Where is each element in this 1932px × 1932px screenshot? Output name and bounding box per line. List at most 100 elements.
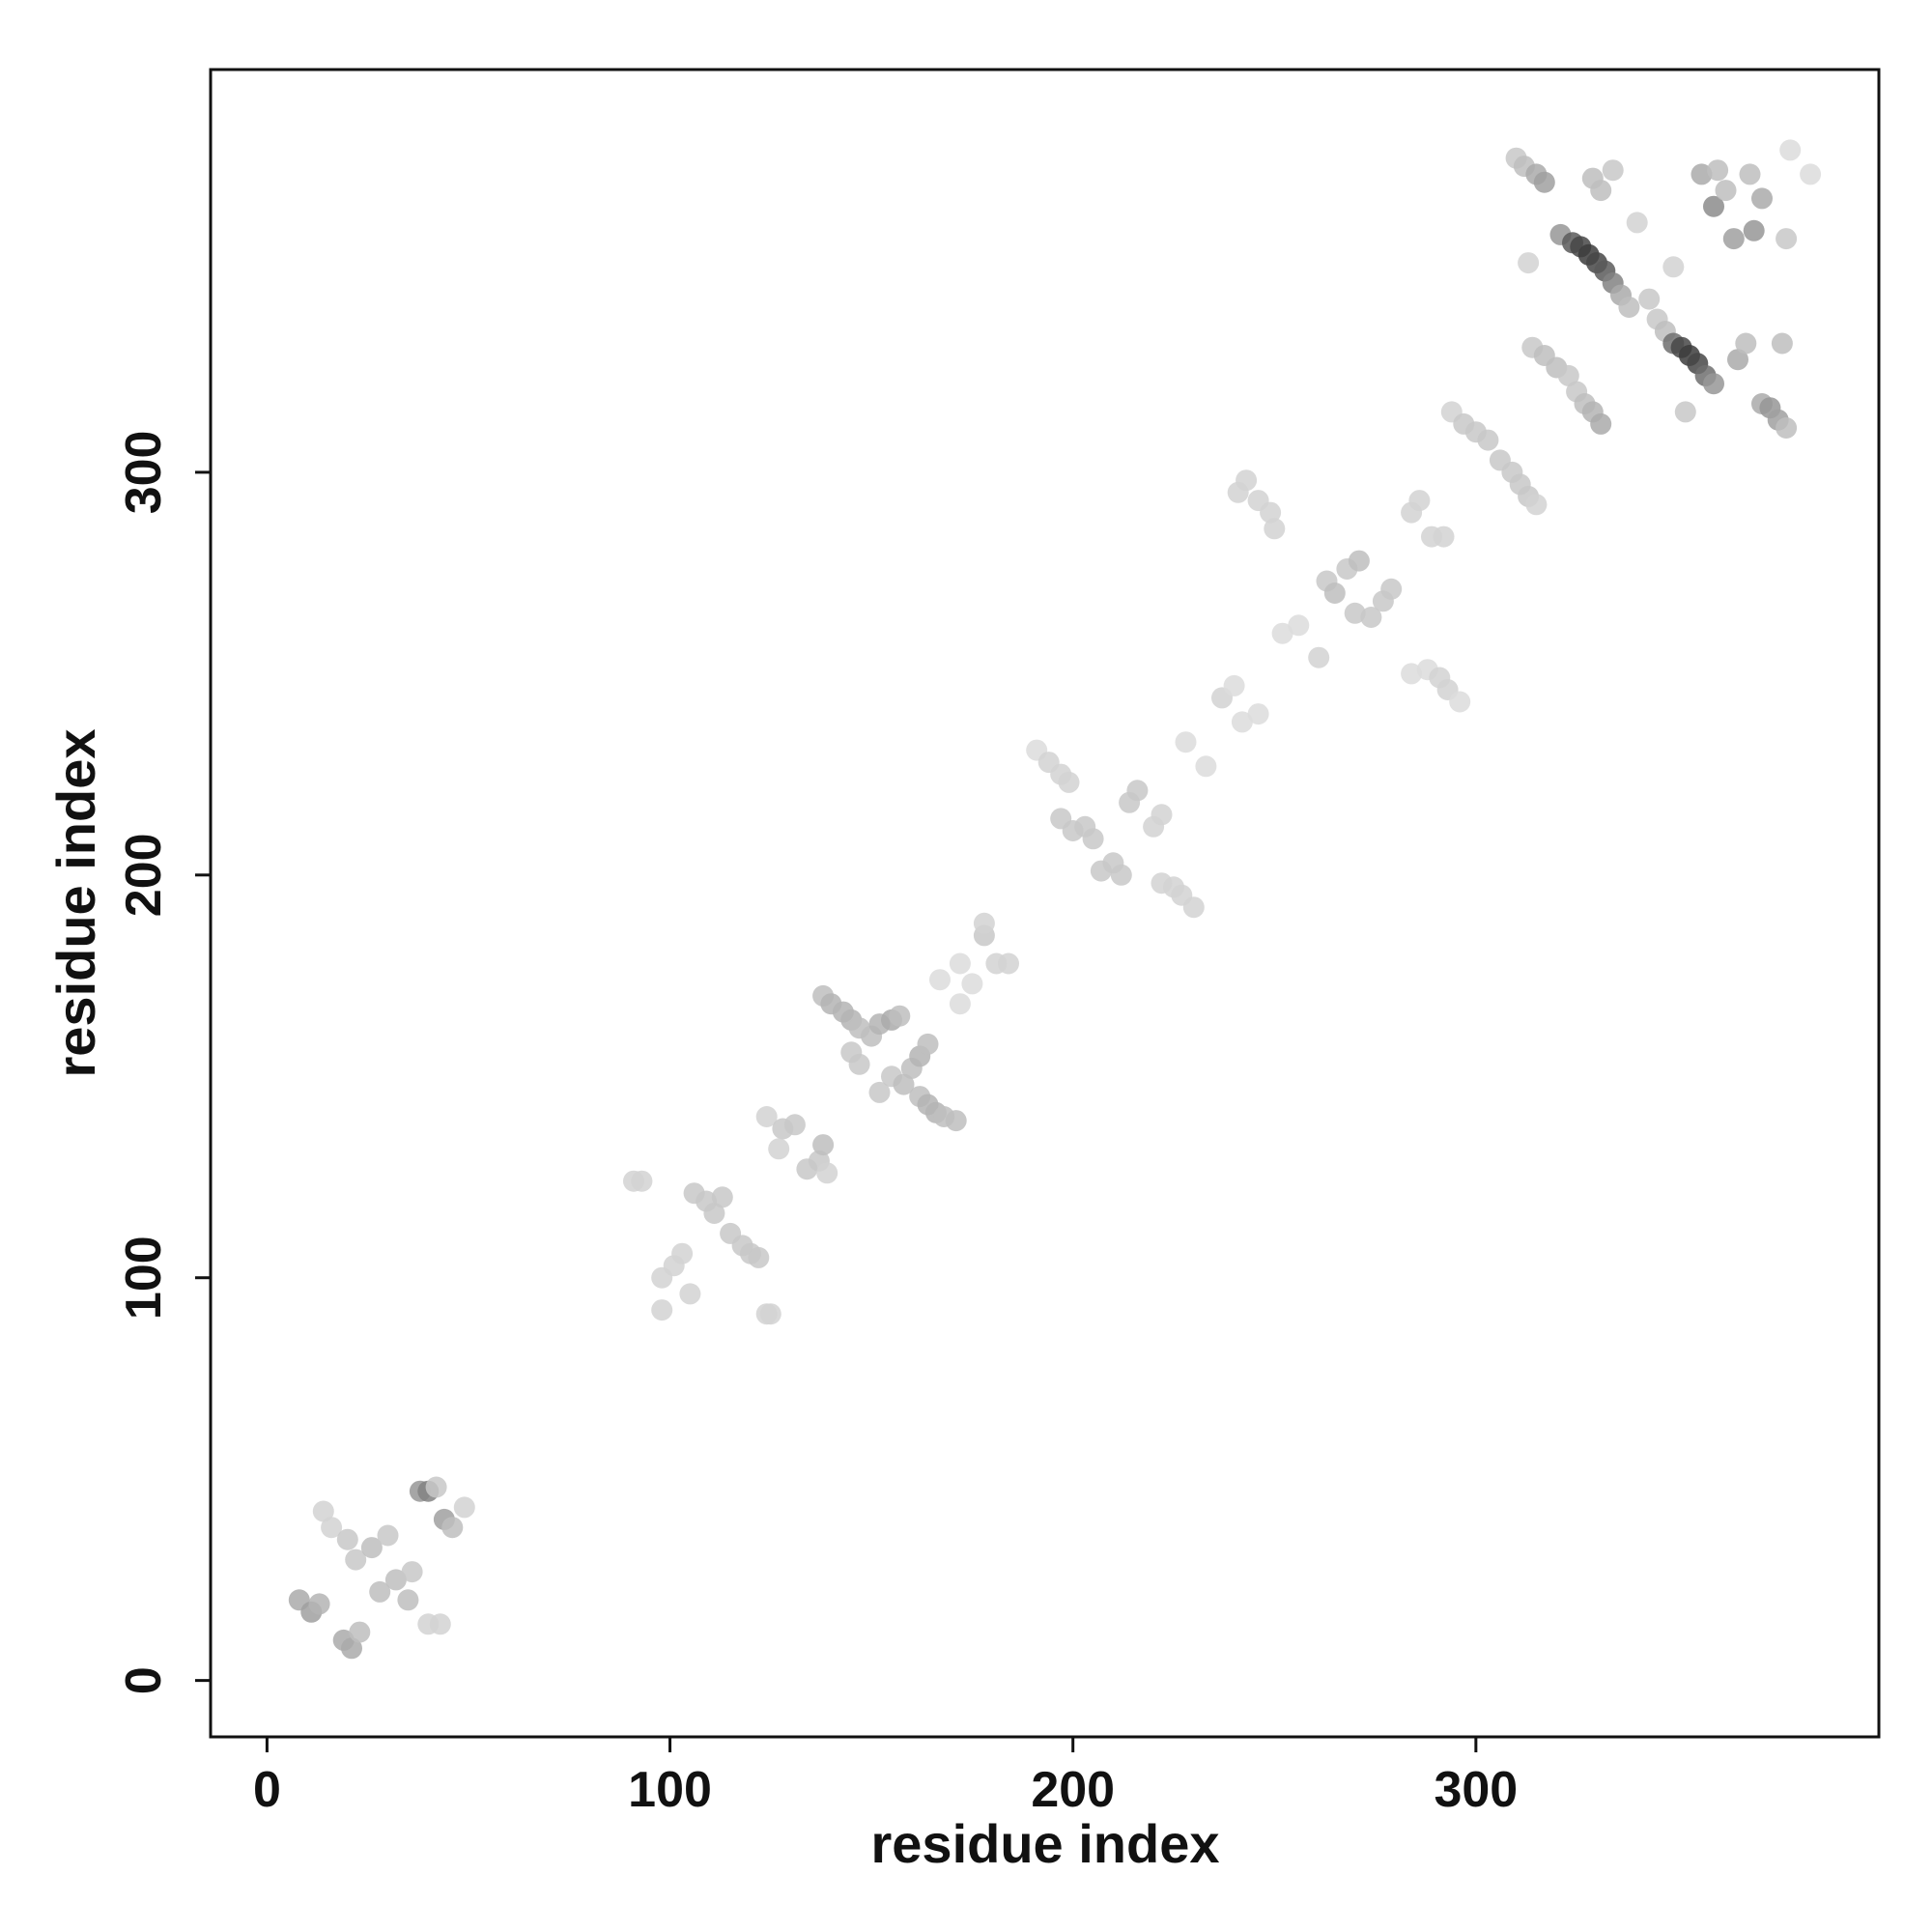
x-axis: 0 100 200 300 xyxy=(253,1737,1518,1818)
data-point xyxy=(949,993,971,1015)
data-point xyxy=(1348,550,1370,572)
data-point xyxy=(1408,490,1431,512)
data-point xyxy=(1662,256,1685,278)
data-point xyxy=(1477,429,1499,451)
data-point xyxy=(1518,252,1540,274)
data-point xyxy=(1722,228,1745,250)
data-point xyxy=(345,1548,367,1571)
data-point xyxy=(1058,771,1080,793)
data-point xyxy=(768,1138,790,1160)
data-point xyxy=(711,1186,733,1208)
data-point xyxy=(945,1110,967,1132)
data-point xyxy=(1247,703,1269,725)
data-point xyxy=(308,1593,330,1615)
data-point xyxy=(1703,373,1724,395)
data-point xyxy=(1690,163,1713,185)
data-point xyxy=(425,1476,447,1498)
data-point xyxy=(1638,288,1661,310)
data-point xyxy=(1779,139,1802,161)
data-point xyxy=(1743,219,1765,242)
data-point xyxy=(1618,297,1640,318)
data-point xyxy=(1739,163,1761,185)
data-point xyxy=(1776,417,1798,439)
data-point xyxy=(360,1537,383,1559)
data-point xyxy=(453,1496,475,1519)
x-axis-title: residue index xyxy=(870,1813,1219,1874)
data-point xyxy=(384,1569,407,1591)
data-point xyxy=(377,1524,399,1547)
data-point xyxy=(1308,646,1330,668)
data-point xyxy=(929,969,951,991)
points-layer xyxy=(288,139,1822,1660)
data-point xyxy=(429,1613,451,1635)
data-point xyxy=(1433,526,1455,548)
data-point xyxy=(1800,163,1822,185)
data-point xyxy=(679,1283,701,1305)
data-point xyxy=(848,1053,870,1075)
data-point xyxy=(1401,663,1423,685)
data-point xyxy=(1626,212,1648,234)
data-point xyxy=(369,1580,391,1603)
data-point xyxy=(1151,804,1173,826)
data-point xyxy=(1110,864,1132,886)
y-tick-label: 0 xyxy=(116,1666,172,1694)
x-tick-label: 0 xyxy=(253,1762,281,1818)
data-point xyxy=(812,1134,835,1156)
data-point xyxy=(703,1203,725,1224)
data-point xyxy=(1590,180,1612,202)
data-point xyxy=(1264,518,1286,540)
data-point xyxy=(1525,494,1548,516)
data-point xyxy=(1602,159,1624,182)
data-point xyxy=(868,1081,891,1103)
data-point xyxy=(336,1528,358,1550)
data-point xyxy=(1449,691,1471,713)
data-point xyxy=(949,952,971,975)
data-point xyxy=(1380,578,1403,600)
data-point xyxy=(889,1005,911,1027)
data-point xyxy=(893,1073,915,1095)
data-point xyxy=(1533,171,1555,193)
data-point xyxy=(341,1637,362,1660)
data-point xyxy=(1751,187,1773,210)
data-point xyxy=(1175,731,1197,753)
y-tick-label: 200 xyxy=(116,833,172,917)
data-point xyxy=(783,1114,806,1136)
y-axis-title: residue index xyxy=(45,728,106,1077)
y-tick-label: 100 xyxy=(116,1236,172,1320)
data-point xyxy=(1727,349,1748,371)
data-point xyxy=(755,1106,778,1127)
plot-frame xyxy=(209,68,1881,1739)
data-point xyxy=(1674,401,1696,423)
data-point xyxy=(917,1033,939,1055)
data-point xyxy=(1288,614,1310,637)
data-point xyxy=(1126,780,1149,802)
data-point xyxy=(321,1517,343,1539)
data-point xyxy=(401,1561,423,1583)
data-point xyxy=(671,1242,694,1264)
data-point xyxy=(1344,602,1366,624)
data-point xyxy=(1236,469,1258,492)
data-point xyxy=(1771,332,1793,355)
y-axis: 0 100 200 300 xyxy=(116,431,211,1694)
data-point xyxy=(441,1517,464,1539)
data-point xyxy=(1231,711,1253,733)
data-point xyxy=(397,1589,419,1611)
data-point xyxy=(1223,674,1245,696)
data-point xyxy=(651,1299,673,1321)
data-point xyxy=(1360,607,1382,628)
data-point xyxy=(1082,828,1104,850)
data-point xyxy=(1323,582,1346,604)
data-point xyxy=(1703,195,1724,217)
data-point xyxy=(1707,159,1729,182)
data-point xyxy=(1715,180,1737,202)
data-point xyxy=(998,952,1019,975)
data-point xyxy=(631,1170,653,1192)
y-tick-label: 300 xyxy=(116,431,172,515)
data-point xyxy=(1271,622,1293,644)
x-tick-label: 300 xyxy=(1434,1762,1518,1818)
data-point xyxy=(973,912,995,934)
data-point xyxy=(816,1162,838,1184)
data-point xyxy=(1590,412,1612,435)
data-point xyxy=(1195,755,1217,778)
data-point xyxy=(1182,896,1205,919)
